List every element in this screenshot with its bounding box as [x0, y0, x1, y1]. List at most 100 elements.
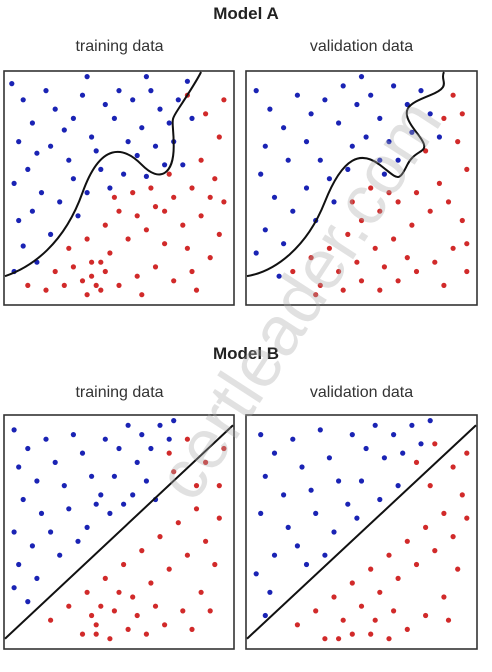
blue-data-point — [61, 483, 67, 489]
blue-data-point — [125, 139, 131, 145]
blue-data-point — [271, 450, 278, 456]
blue-data-point — [20, 496, 26, 503]
model-b-validation-plot — [245, 414, 478, 650]
red-data-point — [102, 575, 108, 581]
blue-data-point — [70, 432, 76, 438]
red-data-point — [84, 589, 90, 595]
red-data-point — [166, 566, 172, 572]
red-data-point — [89, 612, 95, 619]
red-data-point — [134, 273, 140, 279]
red-data-point — [381, 264, 387, 270]
blue-data-point — [125, 422, 131, 428]
red-data-point — [93, 622, 99, 628]
red-data-point — [111, 194, 117, 200]
blue-data-point — [395, 157, 401, 163]
red-data-point — [358, 217, 365, 224]
red-data-point — [432, 441, 438, 447]
red-data-point — [349, 631, 355, 637]
blue-data-point — [48, 143, 54, 149]
red-data-point — [98, 259, 104, 265]
blue-data-point — [331, 529, 337, 535]
model-b-training-title: training data — [75, 384, 164, 401]
blue-data-point — [290, 436, 296, 442]
red-data-point — [423, 524, 429, 530]
red-data-point — [180, 222, 186, 228]
red-data-point — [336, 268, 342, 275]
red-data-point — [340, 617, 346, 623]
blue-data-point — [180, 162, 186, 168]
red-data-point — [317, 282, 323, 288]
red-data-point — [427, 483, 433, 489]
model-a-validation-plot — [245, 70, 478, 306]
red-data-point — [450, 92, 456, 98]
blue-data-point — [395, 483, 401, 489]
blue-data-point — [166, 120, 172, 126]
red-data-point — [175, 520, 181, 526]
red-data-point — [331, 594, 337, 600]
blue-data-point — [11, 585, 17, 591]
blue-data-point — [427, 111, 433, 117]
red-data-point — [441, 115, 447, 121]
blue-data-point — [354, 515, 360, 521]
model-b-training-plot — [3, 414, 235, 650]
red-data-point — [336, 636, 342, 642]
red-data-point — [368, 566, 374, 572]
blue-data-point — [345, 501, 351, 507]
blue-data-point — [345, 166, 351, 172]
red-data-point — [386, 190, 392, 196]
red-data-point — [189, 626, 195, 632]
model-a-validation-title: validation data — [309, 38, 414, 55]
blue-data-point — [326, 176, 332, 182]
blue-data-point — [75, 213, 81, 219]
red-data-point — [313, 608, 319, 614]
blue-data-point — [418, 88, 424, 94]
blue-data-point — [436, 134, 442, 140]
red-data-point — [216, 483, 222, 489]
red-data-point — [98, 287, 104, 293]
red-data-point — [221, 199, 227, 205]
blue-data-point — [354, 101, 360, 108]
red-data-point — [48, 617, 54, 623]
blue-data-point — [386, 139, 392, 145]
blue-data-point — [75, 538, 81, 544]
blue-data-point — [29, 120, 35, 126]
blue-data-point — [25, 599, 31, 605]
red-data-point — [464, 166, 470, 172]
blue-data-point — [130, 492, 136, 498]
red-data-point — [436, 180, 442, 186]
red-data-point — [189, 268, 195, 275]
decision-boundary — [4, 71, 202, 278]
blue-data-point — [271, 194, 278, 200]
red-data-point — [326, 245, 332, 251]
blue-data-point — [89, 473, 95, 479]
red-data-point — [413, 561, 420, 568]
blue-data-point — [171, 418, 177, 424]
blue-data-point — [148, 445, 154, 452]
red-data-point — [166, 171, 172, 177]
blue-data-point — [116, 88, 122, 94]
red-data-point — [193, 483, 200, 489]
red-data-point — [107, 250, 113, 256]
red-data-point — [152, 264, 159, 270]
blue-data-point — [152, 143, 159, 149]
blue-data-point — [400, 450, 406, 456]
blue-data-point — [391, 83, 397, 89]
blue-data-point — [16, 464, 22, 470]
red-data-point — [139, 548, 145, 554]
blue-data-point — [111, 115, 117, 121]
red-data-point — [395, 575, 401, 581]
red-data-point — [340, 287, 346, 293]
red-data-point — [189, 185, 195, 191]
blue-data-point — [258, 510, 264, 516]
red-data-point — [409, 222, 415, 228]
red-data-point — [207, 194, 213, 200]
red-data-point — [171, 469, 177, 475]
red-data-point — [372, 617, 378, 623]
red-data-point — [125, 236, 131, 242]
blue-data-point — [368, 92, 374, 98]
red-data-point — [171, 278, 177, 284]
red-data-point — [116, 208, 122, 214]
blue-data-point — [134, 152, 140, 159]
blue-data-point — [84, 190, 90, 196]
blue-data-point — [267, 589, 273, 595]
